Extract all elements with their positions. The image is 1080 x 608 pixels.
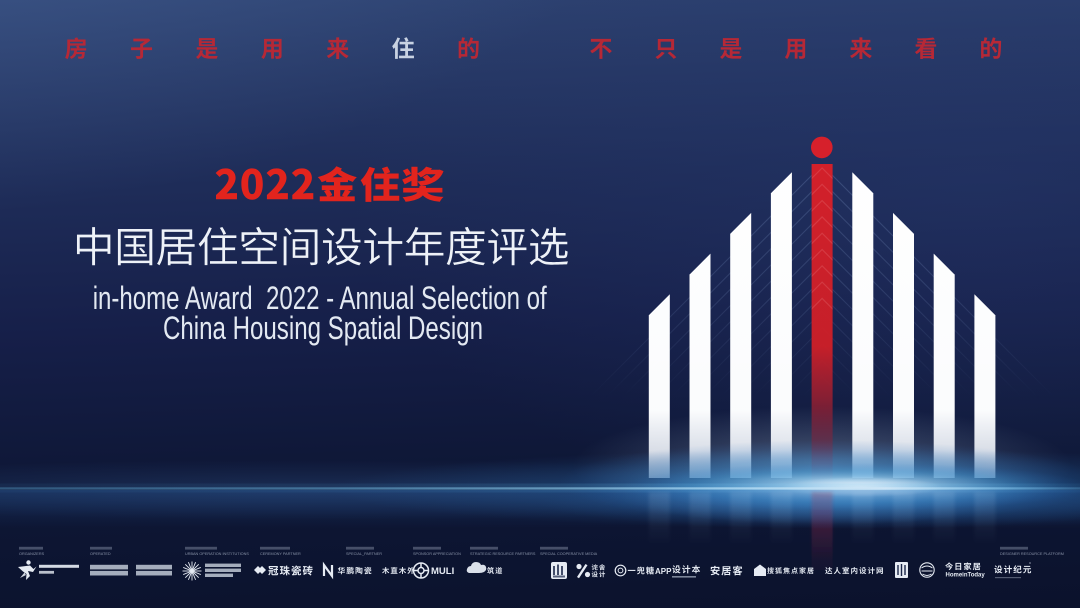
svg-text:DESIGNER RESOURCE PLATFORM: DESIGNER RESOURCE PLATFORM <box>1000 552 1064 556</box>
svg-text:CEREMONY PARTNER: CEREMONY PARTNER <box>260 552 301 556</box>
svg-text:ORGANIZERS: ORGANIZERS <box>19 552 45 556</box>
svg-text:China Housing Spatial Design: China Housing Spatial Design <box>163 310 483 346</box>
svg-text:URBAN OPERATION INSTITUTIONS: URBAN OPERATION INSTITUTIONS <box>185 552 249 556</box>
svg-text:SPECIAL COOPERATIVE MEDIA: SPECIAL COOPERATIVE MEDIA <box>540 552 598 556</box>
svg-text:in-home Award 2022 - Annual S: in-home Award 2022 - Annual Selection of <box>93 280 548 316</box>
svg-text:MULI: MULI <box>431 566 454 577</box>
svg-text:APP: APP <box>655 567 672 576</box>
svg-text:HomeinToday: HomeinToday <box>946 573 986 579</box>
svg-text:STRATEGIC RESOURCE PARTNERS: STRATEGIC RESOURCE PARTNERS <box>470 552 536 556</box>
svg-text:SPECIAL_PARTNER: SPECIAL_PARTNER <box>346 552 382 556</box>
svg-text:OPERATED: OPERATED <box>90 552 111 556</box>
svg-text:°: ° <box>1029 562 1031 568</box>
svg-text:SPONSOR APPRECIATION: SPONSOR APPRECIATION <box>413 552 461 556</box>
